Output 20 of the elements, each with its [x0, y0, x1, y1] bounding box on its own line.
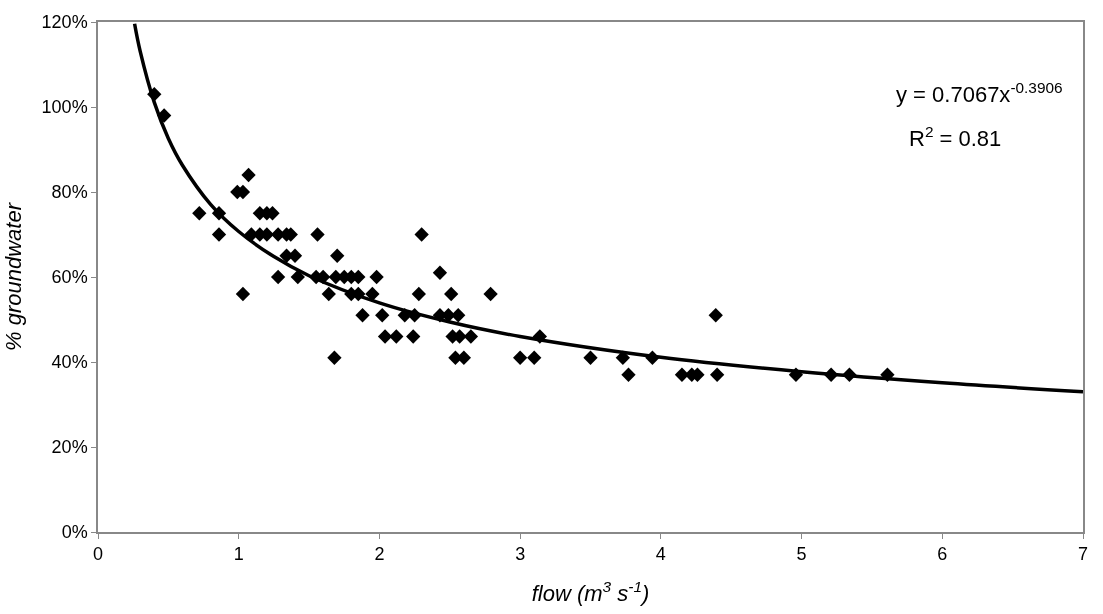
x-tick-label: 7	[1077, 544, 1089, 565]
y-axis-title: % groundwater	[0, 201, 26, 351]
x-tick-label: 1	[233, 544, 244, 565]
annotation: y = 0.7067x$^{-0.3906}$	[896, 79, 1063, 108]
y-tick-label: 20%	[51, 437, 88, 458]
y-tick-label: 40%	[51, 352, 88, 373]
y-tick-label: 120%	[41, 12, 88, 33]
x-axis-title: flow (m$^{3}$ s$^{-1}$)	[531, 577, 650, 606]
y-tick-label: 60%	[51, 267, 88, 288]
annotation: R$^{2}$ = 0.81	[909, 123, 1002, 152]
y-tick-label: 80%	[51, 182, 88, 203]
y-tick-label: 100%	[41, 97, 88, 118]
x-tick-label: 5	[796, 544, 807, 565]
x-tick-label: 2	[374, 544, 385, 565]
y-tick-label: 0%	[61, 522, 88, 543]
x-tick-label: 6	[937, 544, 948, 565]
x-tick-label: 0	[92, 544, 104, 565]
line-series	[132, 22, 1083, 394]
x-tick-label: 3	[515, 544, 526, 565]
x-tick-label: 4	[655, 544, 666, 565]
